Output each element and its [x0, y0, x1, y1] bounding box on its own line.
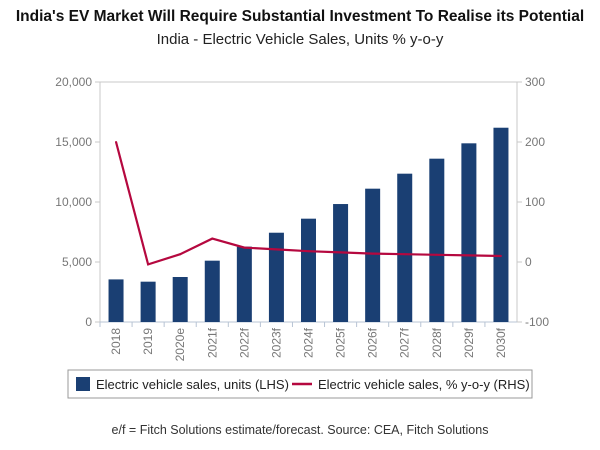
yoy-point-2019: [147, 263, 150, 266]
bar-2021f: [204, 260, 220, 322]
x-tick-label: 2025f: [334, 327, 348, 358]
x-tick-label: 2026f: [366, 327, 380, 358]
x-tick-label: 2030f: [494, 327, 508, 358]
x-tick-label: 2027f: [398, 327, 412, 358]
yoy-point-2027f: [403, 253, 406, 256]
right-tick-label: -100: [525, 315, 549, 329]
bar-2020e: [172, 277, 188, 322]
x-tick-label: 2018: [109, 328, 123, 355]
yoy-point-2026f: [371, 252, 374, 255]
bar-2019: [140, 281, 156, 322]
bar-2029f: [461, 143, 477, 322]
legend-bar-swatch: [76, 377, 90, 391]
bar-2028f: [429, 158, 445, 322]
yoy-point-2029f: [467, 254, 470, 257]
bar-2023f: [268, 232, 284, 322]
bar-2025f: [333, 204, 349, 322]
yoy-point-2018: [115, 141, 118, 143]
x-tick-label: 2022f: [237, 327, 251, 358]
bar-2022f: [236, 246, 252, 322]
x-tick-label: 2029f: [462, 327, 476, 358]
bar-2024f: [301, 218, 316, 322]
yoy-point-2021f: [211, 237, 214, 240]
yoy-point-2020e: [179, 253, 182, 256]
x-tick-label: 2019: [141, 328, 155, 355]
chart-title: India's EV Market Will Require Substanti…: [15, 8, 585, 25]
left-tick-label: 20,000: [55, 75, 92, 89]
left-tick-label: 10,000: [55, 195, 92, 209]
bar-2018: [108, 279, 124, 322]
legend-line-label: Electric vehicle sales, % y-o-y (RHS): [318, 377, 530, 392]
source-note: e/f = Fitch Solutions estimate/forecast.…: [111, 423, 489, 437]
right-tick-label: 100: [525, 195, 545, 209]
yoy-point-2028f: [435, 253, 438, 256]
yoy-point-2024f: [307, 250, 310, 253]
x-tick-label: 2020e: [173, 328, 187, 362]
x-tick-label: 2028f: [430, 327, 444, 358]
x-tick-label: 2021f: [205, 327, 219, 358]
bar-2030f: [493, 127, 509, 322]
left-tick-label: 5,000: [62, 255, 92, 269]
yoy-point-2023f: [275, 248, 278, 251]
x-tick-label: 2023f: [269, 327, 283, 358]
left-tick-label: 15,000: [55, 135, 92, 149]
right-tick-label: 0: [525, 255, 532, 269]
right-tick-label: 300: [525, 75, 545, 89]
bar-2026f: [365, 188, 381, 322]
legend-bar-label: Electric vehicle sales, units (LHS): [96, 377, 289, 392]
bar-2027f: [397, 173, 413, 322]
yoy-point-2025f: [339, 251, 342, 254]
chart: 0 5,000 10,000 15,000 20,000 -100 0 100 200 300 20…: [55, 75, 549, 399]
right-tick-label: 200: [525, 135, 545, 149]
legend: Electric vehicle sales, units (LHS) Elect…: [67, 369, 533, 399]
yoy-point-2022f: [243, 246, 246, 249]
chart-subtitle: India - Electric Vehicle Sales, Units % …: [156, 31, 444, 48]
left-tick-label: 0: [85, 315, 92, 329]
yoy-point-2030f: [499, 255, 502, 257]
x-tick-label: 2024f: [302, 327, 316, 358]
